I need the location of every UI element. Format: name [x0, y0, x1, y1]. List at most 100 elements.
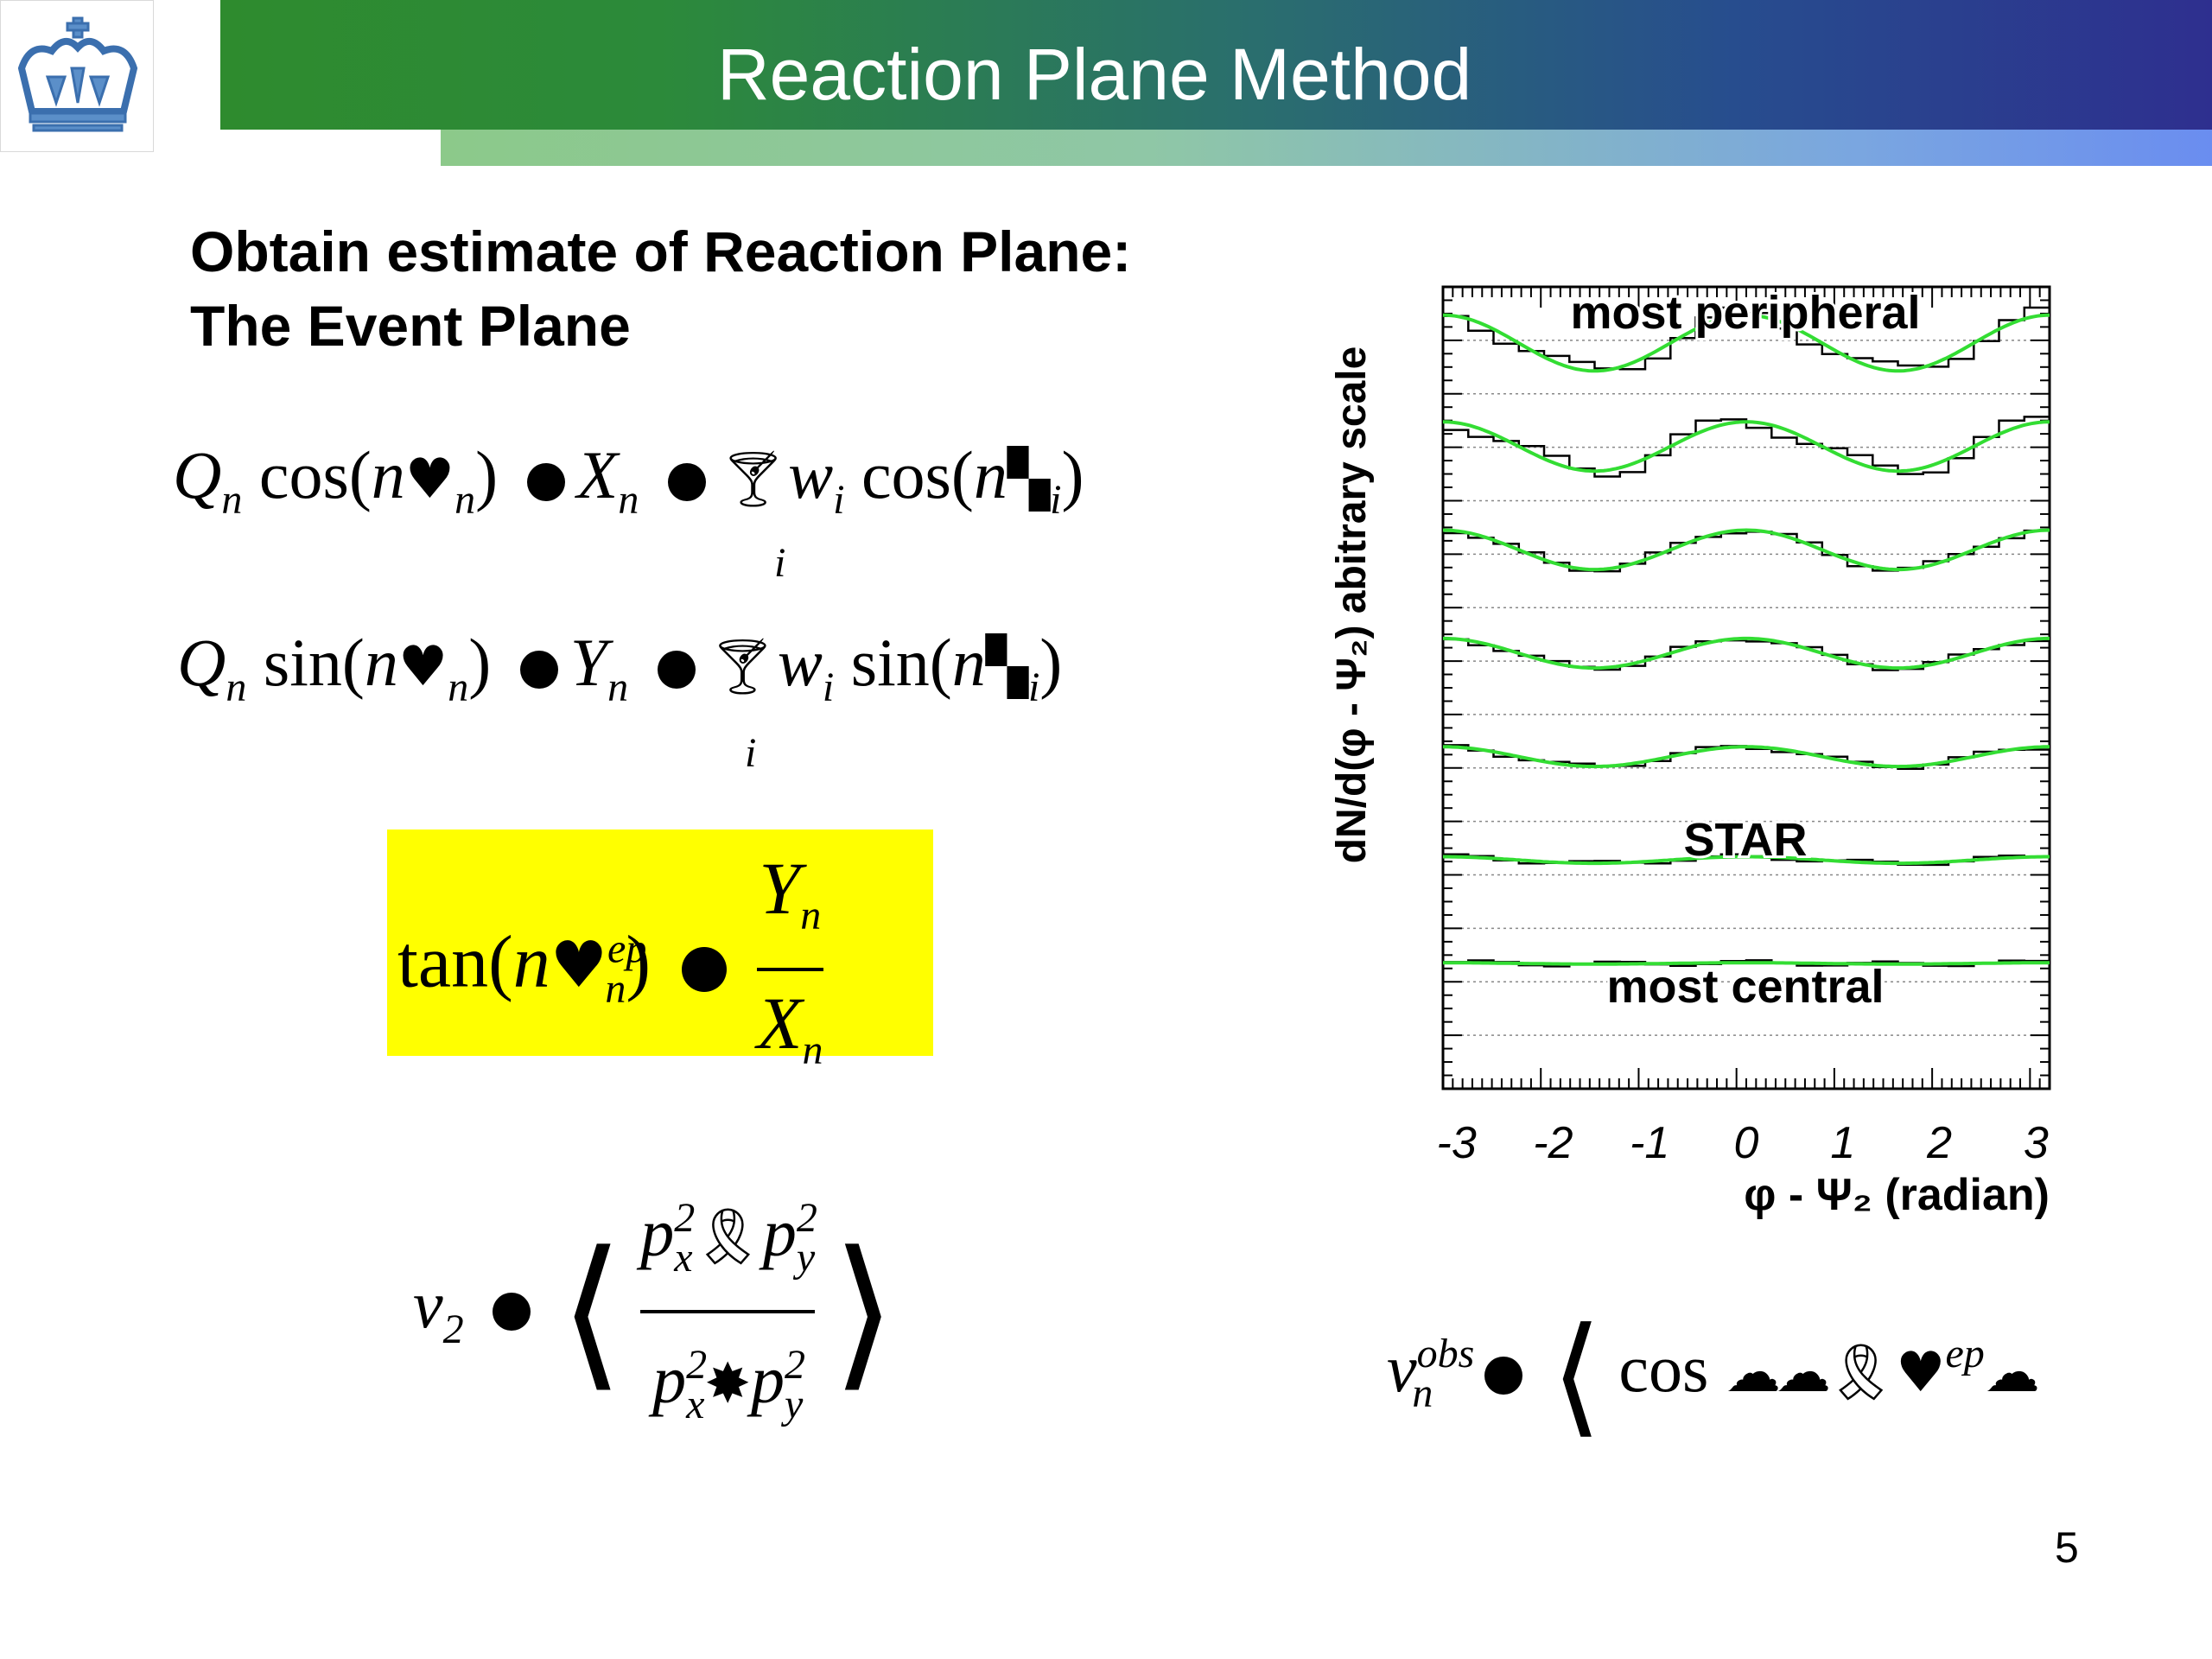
bullet-glyph-icon [667, 463, 706, 502]
missing-glyph-icon: ▚ [985, 635, 1028, 699]
eq1-sub-i2: i [1050, 477, 1062, 523]
equation-qn-sin: Qn sin(n♥n) Yn 🍸︎wi sin(n▚i) [177, 624, 1062, 711]
eq3-sup: ep [607, 925, 647, 972]
eq2-sub-i: i [822, 664, 835, 710]
eq4-fraction: p2x🎗︎p2y p2x✸p2y [640, 1166, 817, 1457]
eq1-sub-i: i [833, 477, 845, 523]
heading-line-1: Obtain estimate of Reaction Plane: [190, 219, 1132, 283]
heading-line-2: The Event Plane [190, 294, 631, 358]
page-number: 5 [2055, 1523, 2079, 1572]
eq1-q: Q [173, 437, 222, 512]
eq5-sup-ep: ep [1945, 1330, 1985, 1376]
fit-curve [1443, 420, 2050, 474]
eq2-w: w [777, 625, 823, 700]
eq2-sub-n2: n [448, 664, 469, 710]
chart-annotation: STAR [1684, 814, 1808, 866]
fit-curve [1443, 636, 2050, 671]
eq4-y2: y [785, 1382, 804, 1427]
histogram-series [1443, 416, 2050, 478]
blob-glyph-icon: ☁ [1984, 1340, 2040, 1405]
eq3-n: n [512, 919, 550, 1003]
heart-glyph-icon: ♥ [550, 927, 608, 1002]
bullet-glyph-icon [1484, 1357, 1522, 1395]
bullet-glyph-icon [526, 463, 565, 502]
right-angle-bracket: ⟩ [831, 1216, 896, 1408]
x-tick-label: -2 [1533, 1118, 1573, 1168]
eq1-n2: n [973, 437, 1007, 512]
x-tick-label: -3 [1437, 1118, 1477, 1168]
fraction-bar [640, 1310, 816, 1313]
x-tick-label: 0 [1734, 1118, 1759, 1168]
missing-glyph-icon: ▚ [1007, 448, 1051, 512]
eq5-func: cos [1618, 1330, 1709, 1406]
eq4-sq3: 2 [686, 1342, 708, 1388]
heading: Obtain estimate of Reaction Plane: The E… [190, 214, 1131, 363]
eq3-sub: n [605, 965, 626, 1012]
heart-glyph-icon: ♥ [1896, 1340, 1946, 1405]
eq3-sub-num: n [800, 893, 822, 938]
x-tick-label: -1 [1630, 1118, 1669, 1168]
plot-area: -3 -2 -1 0 1 2 3 most peripheral STAR most centra… [1437, 284, 2051, 1168]
fraction-bar [757, 968, 823, 971]
eq4-p4: p [751, 1342, 785, 1417]
eq4-p3: p [652, 1342, 687, 1417]
y-axis-label: dN/d(φ - Ψ₂) abitrary scale [1329, 346, 1375, 864]
equation-tan: tan(n♥epn) Yn Xn [397, 836, 823, 1103]
eq2-sub-n3: n [607, 664, 629, 710]
bullet-glyph-icon [519, 651, 558, 690]
heart-glyph-icon: ♥ [404, 448, 455, 512]
logo [0, 0, 154, 152]
eq2-sub-i2: i [1027, 664, 1040, 710]
x-axis-label: φ - Ψ₂ (radian) [1744, 1170, 2050, 1220]
eq2-func: sin( [263, 625, 365, 700]
eq3-den: X [757, 982, 803, 1065]
ribbon-glyph-icon: 🎗︎ [1825, 1340, 1897, 1405]
cocktail-glyph-icon: 🍸︎ [717, 448, 789, 512]
fit-curve [1443, 745, 2050, 769]
eq1-sum-index: i [774, 540, 786, 586]
eq4-p1: p [640, 1195, 675, 1270]
equation-vn-obs: vobsn ⟨ cos ☁☁🎗︎♥ep☁ [1387, 1300, 2040, 1451]
burst-glyph-icon: ✸ [704, 1352, 752, 1416]
histogram-series [1443, 529, 2050, 573]
eq5-v: v [1387, 1330, 1417, 1406]
eq3-sub-den: n [802, 1027, 823, 1073]
eq4-sq2: 2 [796, 1195, 817, 1241]
eq1-sub-n: n [221, 477, 243, 523]
eq4-x1: x [674, 1235, 693, 1281]
ribbon-glyph-icon: 🎗︎ [692, 1205, 763, 1269]
eq3-denominator: Xn [757, 971, 823, 1103]
eq2-sub-n: n [226, 664, 247, 710]
histogram-series [1443, 744, 2050, 770]
bullet-glyph-icon [681, 947, 727, 992]
eq1-func2: cos( [861, 437, 974, 512]
eq2-y: Y [569, 625, 608, 700]
eq4-sq1: 2 [674, 1195, 696, 1241]
fit-curve [1442, 313, 2050, 373]
crown-logo-icon [17, 16, 138, 132]
heart-glyph-icon: ♥ [397, 635, 448, 699]
equation-qn-cos: Qn cos(n♥n) Xn 🍸︎wi cos(n▚i) [173, 436, 1084, 524]
fit-curve [1443, 961, 2050, 966]
x-tick-label: 2 [1926, 1118, 1952, 1168]
eq1-func: cos( [258, 437, 372, 512]
eq1-close2: ) [1061, 437, 1084, 512]
chart-annotation: most peripheral [1570, 287, 1920, 339]
eq1-x: X [576, 437, 619, 512]
eq4-p2: p [762, 1195, 797, 1270]
x-tick-label: 3 [2024, 1118, 2049, 1168]
eq2-sum-index: i [745, 730, 757, 776]
cocktail-glyph-icon: 🍸︎ [707, 635, 778, 699]
x-tick-label: 1 [1830, 1118, 1855, 1168]
eq2-n2: n [951, 625, 986, 700]
fit-curve [1443, 855, 2050, 866]
eq4-sub: 2 [442, 1306, 464, 1352]
eq4-v: v [413, 1266, 443, 1342]
slide-title: Reaction Plane Method [717, 34, 1472, 115]
eq2-close: ) [468, 625, 492, 700]
eq2-n: n [364, 625, 398, 700]
eq5-sub: n [1412, 1370, 1433, 1416]
eq3-close: ) [626, 919, 651, 1003]
eq3-numerator: Yn [757, 836, 823, 968]
chart-annotation: most central [1606, 961, 1884, 1013]
